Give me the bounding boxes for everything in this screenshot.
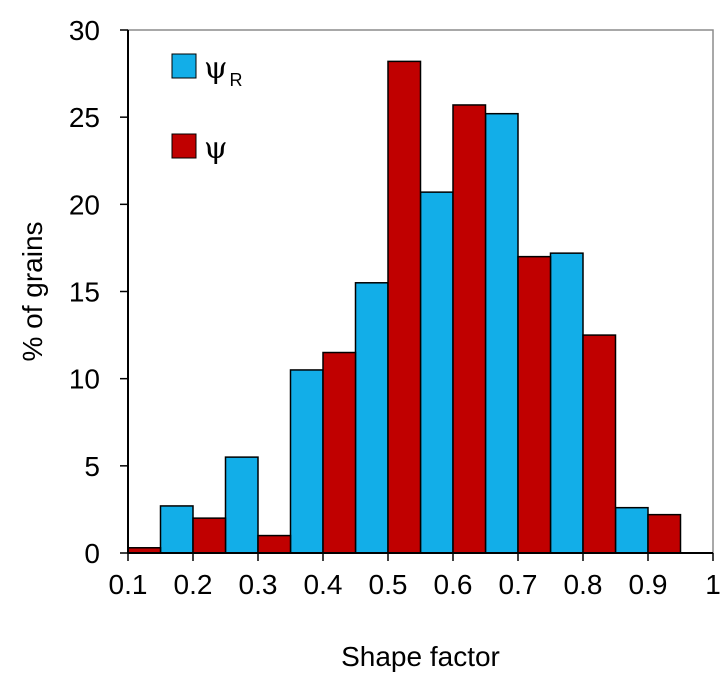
bar-series2-5 (387, 60, 422, 554)
x-tick-label: 0.9 (629, 569, 668, 600)
y-tick-label: 20 (69, 189, 100, 220)
bar-series1-6 (484, 112, 519, 554)
bar-series1-3 (289, 369, 324, 554)
bar-series2-3 (257, 534, 292, 554)
bar-series2-8 (582, 334, 617, 554)
y-tick-label: 15 (69, 277, 100, 308)
legend-swatch-2 (171, 133, 197, 159)
bar-series2-6 (452, 104, 487, 554)
y-axis-title: % of grains (17, 221, 48, 361)
bar-series1-4 (354, 282, 389, 554)
x-tick-label: 0.1 (109, 569, 148, 600)
legend-label-2: ψ (204, 131, 228, 166)
x-tick-label: 0.8 (564, 569, 603, 600)
x-tick-label: 0.4 (304, 569, 343, 600)
bar-series1-5 (419, 191, 454, 554)
x-axis-title: Shape factor (341, 641, 500, 672)
bar-series2-2 (192, 517, 227, 554)
y-tick-label: 10 (69, 364, 100, 395)
y-tick-label: 30 (69, 15, 100, 46)
x-tick-label: 0.3 (239, 569, 278, 600)
legend-swatch-1 (171, 53, 197, 79)
bar-series1-2 (224, 456, 259, 554)
x-tick-label: 1 (705, 569, 721, 600)
y-tick-label: 25 (69, 102, 100, 133)
x-tick-label: 0.2 (174, 569, 213, 600)
bar-series1-7 (549, 252, 584, 554)
x-tick-label: 0.5 (369, 569, 408, 600)
bar-series2-9 (647, 513, 682, 554)
y-tick-label: 0 (84, 538, 100, 569)
x-tick-label: 0.7 (499, 569, 538, 600)
legend: ψ R ψ (171, 51, 243, 166)
y-tick-label: 5 (84, 451, 100, 482)
x-tick-label: 0.6 (434, 569, 473, 600)
bar-series1-8 (614, 506, 649, 554)
bar-series2-7 (517, 255, 552, 554)
bar-series1-1 (159, 505, 194, 554)
bar-series2-4 (322, 351, 357, 554)
